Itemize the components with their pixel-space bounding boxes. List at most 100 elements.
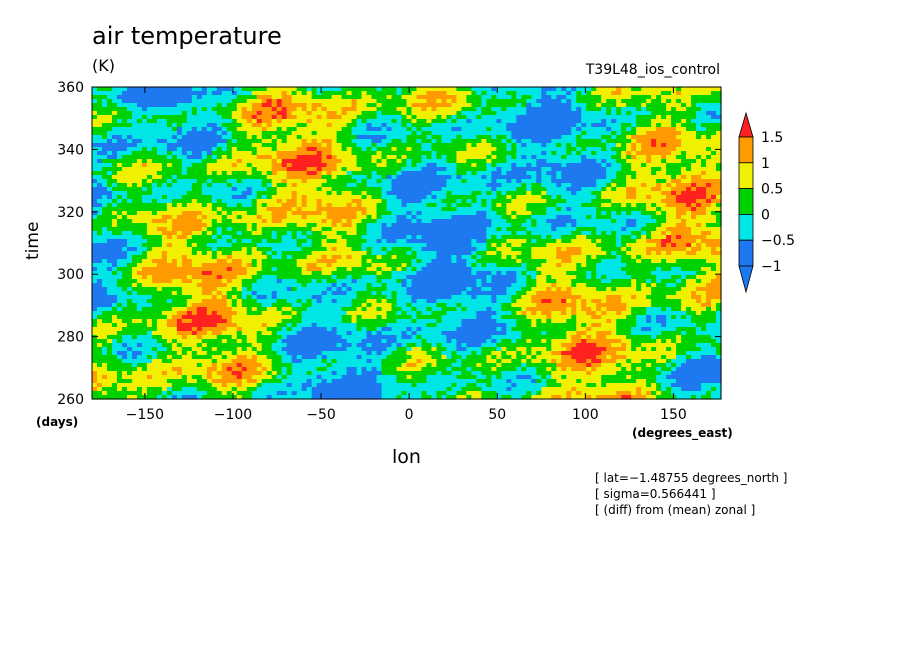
heatmap-cell — [431, 235, 438, 240]
heatmap-cell — [681, 219, 687, 224]
heatmap-cell — [241, 87, 248, 92]
heatmap-cell — [111, 175, 118, 180]
heatmap-cell — [166, 99, 173, 104]
heatmap-cell — [566, 167, 572, 172]
heatmap-cell — [311, 151, 318, 156]
heatmap-cell — [286, 243, 293, 248]
heatmap-cell — [521, 199, 527, 204]
heatmap-cell — [146, 115, 153, 120]
heatmap-cell — [431, 131, 438, 136]
heatmap-cell — [336, 103, 343, 108]
heatmap-cell — [146, 155, 153, 160]
heatmap-cell — [356, 151, 363, 156]
heatmap-cell — [236, 179, 243, 184]
heatmap-cell — [141, 223, 148, 228]
heatmap-cell — [501, 227, 507, 232]
heatmap-cell — [651, 167, 657, 172]
heatmap-cell — [501, 211, 507, 216]
heatmap-cell — [146, 219, 153, 224]
heatmap-cell — [311, 207, 318, 212]
heatmap-cell — [156, 127, 163, 132]
heatmap-cell — [396, 243, 403, 248]
heatmap-cell — [126, 235, 133, 240]
heatmap-cell — [701, 187, 707, 192]
heatmap-cell — [176, 203, 183, 208]
heatmap-cell — [436, 99, 443, 104]
heatmap-cell — [366, 219, 373, 224]
heatmap-cell — [531, 227, 537, 232]
heatmap-cell — [216, 199, 223, 204]
heatmap-cell — [551, 151, 557, 156]
heatmap-cell — [96, 151, 103, 156]
heatmap-cell — [666, 215, 672, 220]
heatmap-cell — [346, 155, 353, 160]
heatmap-cell — [576, 111, 582, 116]
heatmap-cell — [376, 143, 383, 148]
heatmap-cell — [96, 187, 103, 192]
heatmap-cell — [401, 119, 408, 124]
heatmap-cell — [386, 183, 393, 188]
heatmap-cell — [611, 103, 617, 108]
heatmap-cell — [136, 207, 143, 212]
heatmap-cell — [571, 107, 577, 112]
heatmap-cell — [716, 191, 722, 196]
heatmap-cell — [116, 139, 123, 144]
heatmap-cell — [296, 227, 303, 232]
heatmap-cell — [136, 87, 143, 92]
heatmap-cell — [96, 103, 103, 108]
heatmap-cell — [176, 87, 183, 92]
heatmap-cell — [386, 111, 393, 116]
heatmap-cell — [481, 111, 487, 116]
heatmap-cell — [171, 231, 178, 236]
heatmap-cell — [496, 115, 502, 120]
heatmap-cell — [201, 227, 208, 232]
heatmap-cell — [576, 91, 582, 96]
heatmap-cell — [701, 99, 707, 104]
heatmap-cell — [676, 223, 682, 228]
heatmap-cell — [666, 147, 672, 152]
heatmap-cell — [256, 111, 263, 116]
heatmap-cell — [571, 239, 577, 244]
heatmap-cell — [176, 135, 183, 140]
heatmap-cell — [516, 215, 522, 220]
heatmap-cell — [286, 227, 293, 232]
heatmap-cell — [511, 215, 517, 220]
heatmap-cell — [311, 131, 318, 136]
heatmap-cell — [306, 207, 313, 212]
heatmap-cell — [181, 223, 188, 228]
heatmap-cell — [641, 87, 647, 92]
heatmap-cell — [596, 159, 602, 164]
heatmap-cell — [376, 91, 383, 96]
heatmap-cell — [456, 127, 463, 132]
heatmap-cell — [111, 111, 118, 116]
heatmap-cell — [451, 207, 458, 212]
heatmap-cell — [106, 223, 113, 228]
heatmap-cell — [276, 243, 283, 248]
heatmap-cell — [546, 227, 552, 232]
heatmap-cell — [391, 227, 398, 232]
heatmap-cell — [611, 147, 617, 152]
heatmap-cell — [351, 207, 358, 212]
heatmap-cell — [161, 163, 168, 168]
heatmap-cell — [226, 179, 233, 184]
heatmap-cell — [636, 179, 642, 184]
heatmap-cell — [311, 175, 318, 180]
heatmap-cell — [176, 103, 183, 108]
heatmap-cell — [436, 171, 443, 176]
heatmap-cell — [451, 103, 458, 108]
heatmap-cell — [301, 131, 308, 136]
heatmap-cell — [526, 219, 532, 224]
heatmap-cell — [101, 223, 108, 228]
heatmap-cell — [551, 215, 557, 220]
heatmap-cell — [306, 183, 313, 188]
heatmap-cell — [526, 163, 532, 168]
heatmap-cell — [96, 155, 103, 160]
heatmap-cell — [296, 187, 303, 192]
heatmap-cell — [231, 127, 238, 132]
heatmap-cell — [316, 235, 323, 240]
heatmap-cell — [551, 175, 557, 180]
heatmap-cell — [331, 111, 338, 116]
heatmap-cell — [471, 191, 477, 196]
heatmap-cell — [191, 139, 198, 144]
heatmap-cell — [626, 87, 632, 92]
